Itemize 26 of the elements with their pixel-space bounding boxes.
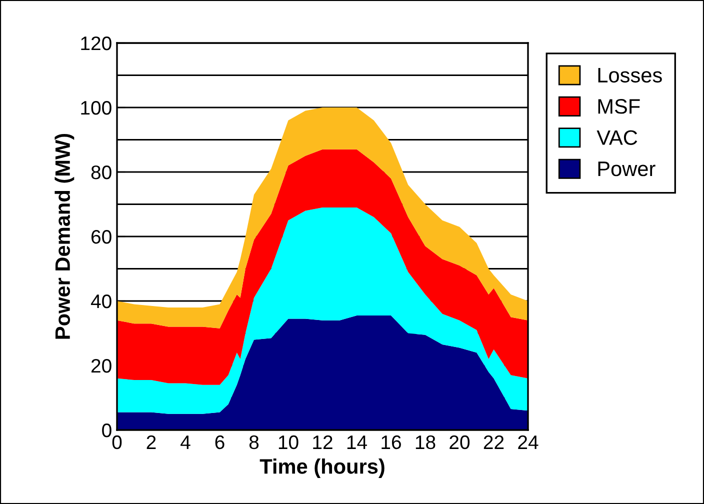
y-tick-label: 20 [91,358,112,373]
x-tick-label: 8 [249,435,259,450]
x-tick-label: 24 [518,435,538,449]
x-tick-label: 10 [278,435,298,450]
x-tick-label: 6 [215,435,224,450]
x-tick-label: 14 [347,436,367,449]
y-axis-title: Power Demand (MW) [54,134,74,339]
y-tick-label: 120 [81,36,112,50]
y-tick-label: 100 [81,100,112,115]
y-tick-label: 80 [91,165,112,180]
legend-label: Losses [598,68,662,83]
y-tick-label: 0 [102,423,112,438]
x-tick-label: 12 [313,435,332,449]
legend-label: Power [598,162,656,176]
x-tick-label: 20 [450,435,470,450]
y-tick-label: 40 [90,294,112,308]
x-tick-label: 18 [416,435,436,450]
x-tick-label: 0 [112,435,122,450]
legend-label: MSF [598,99,640,114]
x-tick-label: 16 [382,435,401,450]
x-tick-label: 22 [484,435,504,449]
x-tick-label: 2 [146,435,156,449]
legend-label: VAC [596,130,638,145]
x-axis-title: Time (hours) [260,458,384,478]
x-tick-label: 4 [180,436,190,449]
y-tick-label: 60 [92,230,112,244]
